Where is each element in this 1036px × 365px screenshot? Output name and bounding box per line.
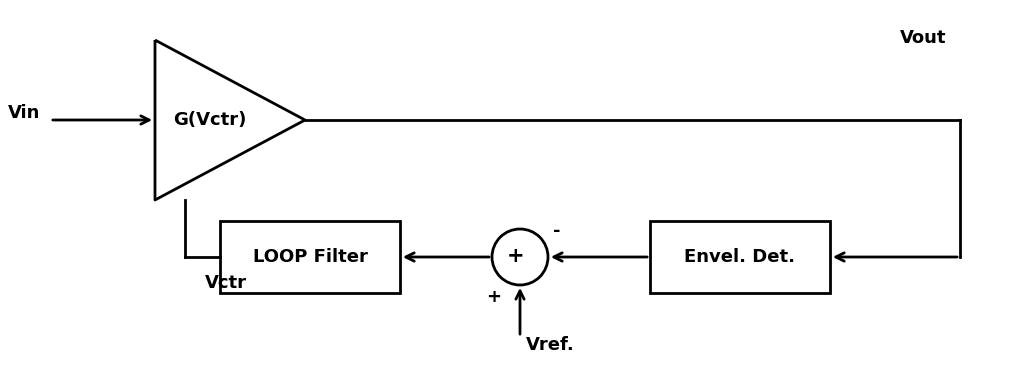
Text: Vctr: Vctr <box>205 274 247 292</box>
Text: LOOP Filter: LOOP Filter <box>253 248 368 266</box>
Bar <box>650 221 830 293</box>
Text: Vout: Vout <box>900 29 947 47</box>
Text: Vref.: Vref. <box>525 336 574 354</box>
Circle shape <box>492 229 548 285</box>
Text: G(Vctr): G(Vctr) <box>173 111 247 129</box>
Text: +: + <box>487 288 501 306</box>
Text: -: - <box>553 222 560 240</box>
Text: Envel. Det.: Envel. Det. <box>685 248 796 266</box>
Text: +: + <box>508 246 525 266</box>
Bar <box>220 221 400 293</box>
Text: Vin: Vin <box>8 104 40 122</box>
